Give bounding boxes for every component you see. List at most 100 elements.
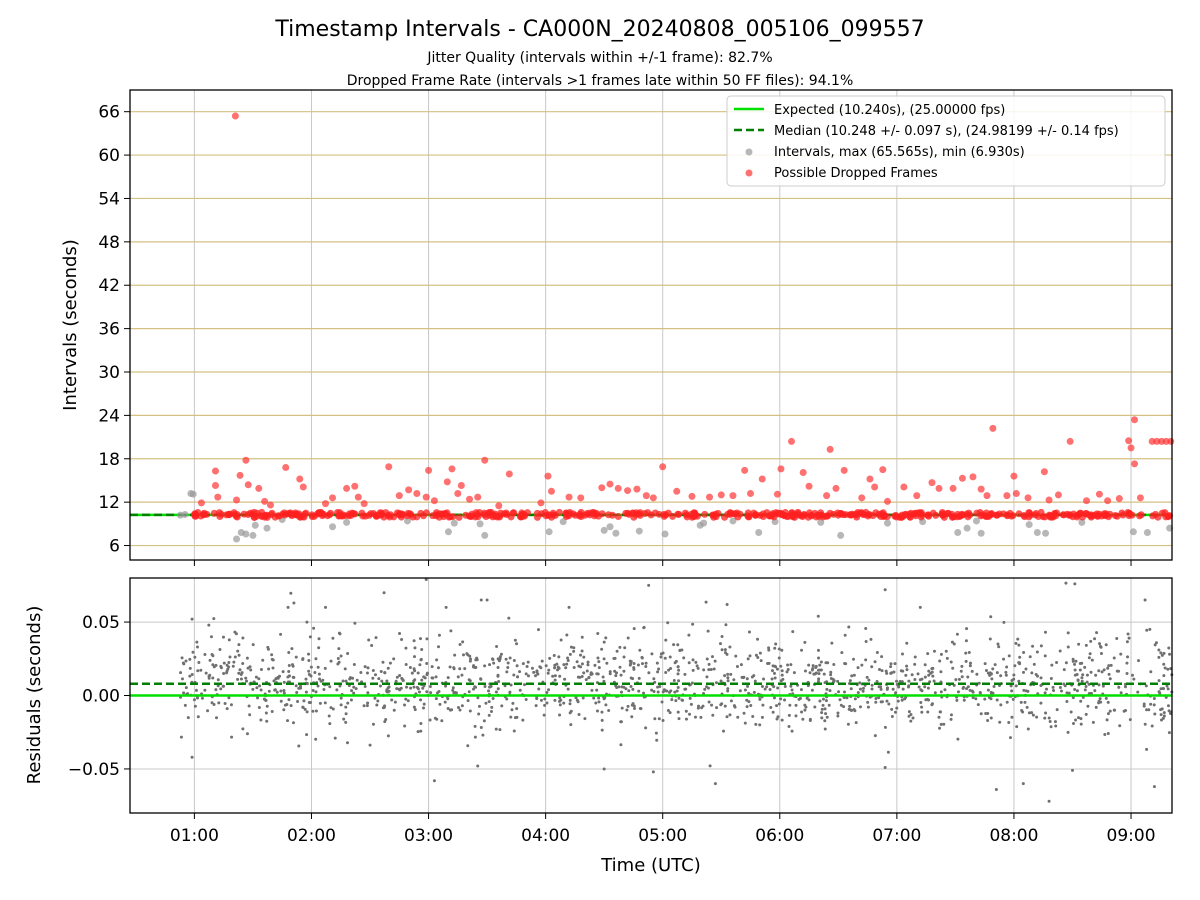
residual-point [988,637,992,641]
residual-point [404,697,408,701]
residual-point [866,700,870,704]
residual-point [614,671,618,675]
residual-point [642,626,646,630]
residual-point [453,691,457,695]
residual-point [827,703,831,707]
dropped-frame-band-point [533,509,541,517]
residual-point [919,701,923,705]
residual-point [245,656,249,660]
residual-point [597,696,601,700]
residual-point [847,707,851,711]
residual-point [745,677,749,681]
residual-point [299,684,303,688]
residual-point [848,679,852,683]
residual-point [900,698,904,702]
residual-point [1152,696,1156,700]
residual-point [543,703,547,707]
residual-point [854,721,858,725]
residual-point [773,676,777,680]
residual-point [988,671,992,675]
residual-point [323,666,327,670]
residual-point [587,676,591,680]
residual-outlier-point [432,779,436,783]
residual-point [1093,637,1097,641]
residual-point [1107,664,1111,668]
residual-point [789,663,793,667]
dropped-frame-point [466,495,474,503]
dropped-frame-point [266,501,274,509]
residual-point [386,734,390,738]
residual-point [496,687,500,691]
residual-point [234,632,238,636]
residual-point [307,669,311,673]
dropped-frame-band-point [883,513,891,521]
residual-point [438,702,442,706]
residual-point [382,705,386,709]
residual-point [1124,709,1128,713]
dropped-frame-rate-subtitle: Dropped Frame Rate (intervals >1 frames … [347,73,854,89]
dropped-frame-band-point [614,513,622,521]
residual-outlier-point [190,617,194,621]
dropped-frame-band-point [829,510,837,518]
residual-point [473,735,477,739]
dropped-frame-band-point [449,513,457,521]
residual-point [1080,676,1084,680]
residual-point [236,649,240,653]
residual-point [583,717,587,721]
residual-point [225,707,229,711]
residual-point [608,670,612,674]
residual-point [540,659,544,663]
residual-point [208,658,212,662]
residual-point [840,651,844,655]
residual-point [1085,673,1089,677]
residual-point [1035,715,1039,719]
residual-point [630,703,634,707]
dropped-frame-point [871,483,879,491]
residual-point [421,686,425,690]
residual-point [1026,727,1030,731]
residual-point [197,661,201,665]
residual-point [494,727,498,731]
residual-point [880,700,884,704]
residual-point [712,667,716,671]
residual-point [195,645,199,649]
residual-point [754,653,758,657]
dropped-frame-band-point [662,511,670,519]
residual-point [723,674,727,678]
residual-point [1026,689,1030,693]
residual-point [343,667,347,671]
residual-point [592,696,596,700]
dropped-frame-points [190,112,1175,521]
residual-point [580,662,584,666]
dropped-frame-point [505,470,513,478]
residual-point [715,706,719,710]
residual-point [251,687,255,691]
residual-outlier-point [1021,782,1025,786]
residual-point [443,700,447,704]
dropped-frame-point [1066,437,1074,445]
residual-point [792,671,796,675]
residual-point [572,666,576,670]
residual-point [669,689,673,693]
residual-outlier-point [883,765,887,769]
residual-point [509,715,513,719]
interval-point [1129,528,1137,536]
residual-point [430,665,434,669]
bottom-y-tick-label: 0.00 [82,687,120,707]
residual-point [307,700,311,704]
residual-point [682,656,686,660]
residual-point [711,713,715,717]
residual-point [767,661,771,665]
residual-point [626,704,630,708]
interval-point [249,531,257,539]
residual-point [900,680,904,684]
residual-point [622,669,626,673]
residual-point [365,704,369,708]
interval-point [189,490,197,498]
residual-point [237,671,241,675]
residual-point [547,668,551,672]
residual-point [901,669,905,673]
residual-point [1084,643,1088,647]
residual-point [725,652,729,656]
